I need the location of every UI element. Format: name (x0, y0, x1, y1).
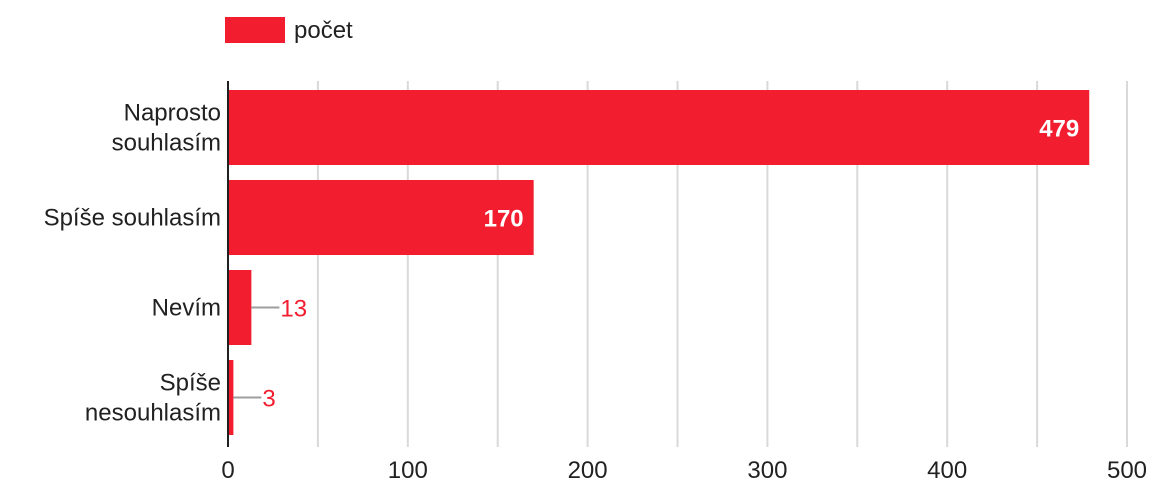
x-tick-label: 100 (388, 457, 428, 484)
legend: počet (225, 17, 353, 44)
category-label: Spíše (160, 370, 221, 397)
category-labels: Naprosto souhlasím Spíše souhlasím Nevím Spí… (44, 100, 221, 427)
x-tick-labels: 0 100 200 300 400 500 (221, 457, 1147, 484)
bar (228, 360, 234, 435)
bar (228, 270, 252, 345)
data-label: 3 (262, 386, 275, 413)
bars (228, 90, 1090, 435)
x-tick-label: 300 (747, 457, 787, 484)
category-label: souhlasím (112, 130, 221, 157)
category-label: Naprosto (124, 100, 221, 127)
x-tick-label: 500 (1107, 457, 1147, 484)
category-label: nesouhlasím (85, 400, 221, 427)
bar (228, 180, 534, 255)
data-label: 13 (280, 296, 307, 323)
x-tick-label: 400 (927, 457, 967, 484)
bar (228, 90, 1090, 165)
category-label: Spíše souhlasím (44, 205, 221, 232)
data-label: 479 (1039, 116, 1079, 143)
leader-lines (233, 306, 280, 399)
data-label: 170 (484, 206, 524, 233)
value-labels: 479 170 13 3 (262, 116, 1079, 413)
legend-label: počet (294, 17, 353, 44)
x-tick-label: 200 (568, 457, 608, 484)
x-tick-label: 0 (221, 457, 234, 484)
legend-swatch (225, 17, 285, 43)
category-label: Nevím (152, 295, 221, 322)
